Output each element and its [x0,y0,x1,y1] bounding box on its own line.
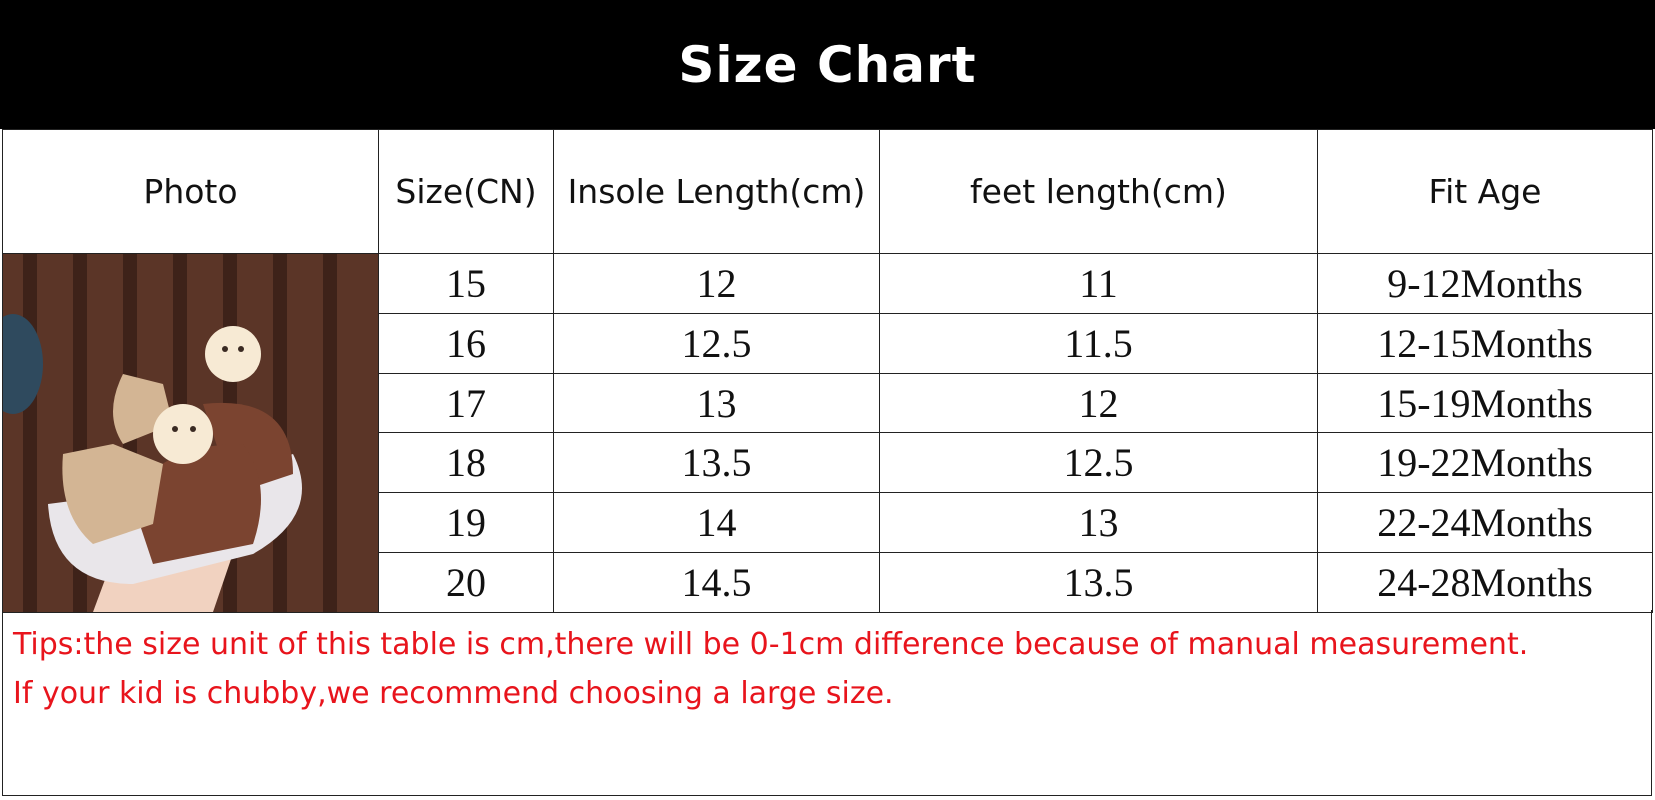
table-row: 15 12 11 9-12Months [2,253,1653,613]
column-header-photo: Photo [2,129,379,254]
size-cell: 17 [378,372,554,434]
size-cell: 18 [378,432,554,494]
column-header-feet: feet length(cm) [879,129,1318,254]
page-title: Size Chart [678,35,977,94]
age-cell: 12-15Months [1317,312,1653,374]
insole-cell: 12 [553,253,880,314]
size-cell: 20 [378,552,554,613]
insole-cell: 14 [553,492,880,554]
tip-measurement: Tips:the size unit of this table is cm,t… [13,627,1529,662]
age-cell: 19-22Months [1317,432,1653,494]
tips-box: Tips:the size unit of this table is cm,t… [2,610,1652,796]
size-table: Photo Size(CN) Insole Length(cm) feet le… [2,129,1653,613]
column-header-insole: Insole Length(cm) [553,129,880,254]
age-cell: 22-24Months [1317,492,1653,554]
table-row: 19 14 13 22-24Months [3,492,1653,554]
size-cell: 16 [378,312,554,374]
product-photo [2,253,379,613]
table-header-row: Photo Size(CN) Insole Length(cm) feet le… [2,129,1653,254]
tip-chubby: If your kid is chubby,we recommend choos… [13,676,894,711]
size-cell: 15 [378,253,554,314]
size-cell: 19 [378,492,554,554]
column-header-age: Fit Age [1317,129,1653,254]
table-row: 16 12.5 11.5 12-15Months [3,312,1653,374]
column-header-size: Size(CN) [378,129,554,254]
insole-cell: 13.5 [553,432,880,494]
table-row: 18 13.5 12.5 19-22Months [3,432,1653,494]
feet-cell: 12 [879,372,1318,434]
age-cell: 24-28Months [1317,552,1653,613]
feet-cell: 11 [879,253,1318,314]
sandal-photo-image [3,254,378,612]
insole-cell: 13 [553,372,880,434]
table-row: 20 14.5 13.5 24-28Months [3,552,1653,613]
title-banner: Size Chart [0,0,1655,129]
feet-cell: 13 [879,492,1318,554]
age-cell: 15-19Months [1317,372,1653,434]
feet-cell: 12.5 [879,432,1318,494]
age-cell: 9-12Months [1317,253,1653,314]
insole-cell: 12.5 [553,312,880,374]
feet-cell: 13.5 [879,552,1318,613]
insole-cell: 14.5 [553,552,880,613]
feet-cell: 11.5 [879,312,1318,374]
